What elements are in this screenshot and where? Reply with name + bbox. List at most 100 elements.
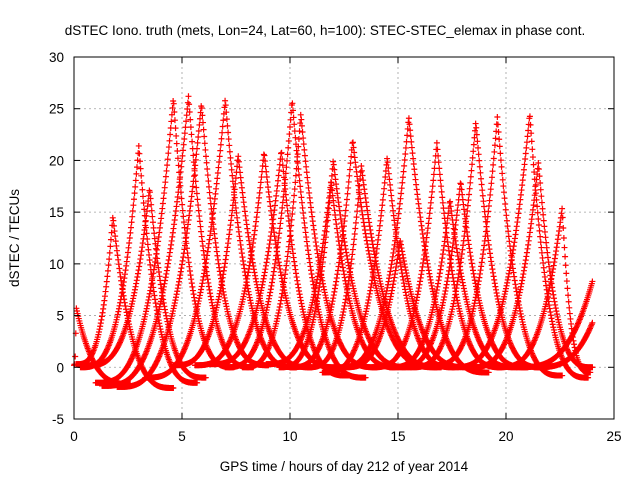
data-point <box>298 122 305 129</box>
data-point <box>151 230 158 237</box>
data-point <box>322 292 329 299</box>
data-point <box>291 258 298 265</box>
data-point <box>271 207 278 214</box>
data-point <box>182 124 189 131</box>
data-point <box>162 173 169 180</box>
data-point <box>174 148 181 155</box>
data-point <box>348 256 355 263</box>
data-point <box>154 242 161 249</box>
data-point <box>227 154 234 161</box>
data-point <box>293 147 300 154</box>
data-point <box>297 188 304 195</box>
data-point <box>178 195 185 202</box>
data-point <box>197 115 203 122</box>
data-point <box>369 237 376 244</box>
data-point <box>204 172 211 179</box>
data-point <box>216 153 223 160</box>
data-point <box>439 199 446 206</box>
data-point <box>225 129 232 136</box>
data-point <box>167 360 174 367</box>
data-point <box>215 296 222 303</box>
data-point <box>284 157 290 164</box>
data-point <box>410 160 417 167</box>
data-point <box>262 262 269 269</box>
data-point <box>164 162 171 169</box>
data-point <box>262 266 269 273</box>
data-point <box>171 117 178 124</box>
data-point <box>148 207 155 214</box>
data-point <box>223 109 230 116</box>
data-point <box>367 230 374 237</box>
data-point <box>361 186 368 193</box>
data-point <box>455 202 461 209</box>
data-point <box>150 224 157 231</box>
data-point <box>274 315 281 322</box>
data-point <box>297 294 304 301</box>
data-point <box>126 234 133 241</box>
data-point <box>223 248 230 255</box>
data-point <box>285 248 292 255</box>
data-point <box>430 177 437 184</box>
data-point <box>151 292 158 299</box>
data-point <box>387 181 394 188</box>
data-point <box>312 239 319 246</box>
data-point <box>435 277 442 284</box>
data-point <box>149 273 156 280</box>
data-point <box>306 194 313 201</box>
data-point <box>200 126 207 133</box>
data-point <box>186 109 193 116</box>
data-point <box>245 233 252 240</box>
data-point <box>299 199 305 206</box>
data-point <box>277 297 284 304</box>
data-point <box>271 202 278 209</box>
data-point <box>219 123 226 130</box>
data-point <box>285 144 292 151</box>
data-point <box>287 124 293 131</box>
data-point <box>146 290 153 297</box>
data-point <box>435 280 442 287</box>
data-point <box>144 241 151 248</box>
data-point <box>155 233 162 240</box>
data-point <box>459 279 466 286</box>
data-point <box>430 171 437 178</box>
data-point <box>217 287 224 294</box>
data-point <box>285 212 292 219</box>
data-point <box>114 252 121 259</box>
data-point <box>439 251 446 258</box>
data-point <box>253 278 260 285</box>
data-point <box>276 167 283 174</box>
data-point <box>240 194 247 201</box>
data-point <box>427 205 434 212</box>
data-point <box>241 203 248 210</box>
data-point <box>273 192 280 199</box>
data-point <box>138 172 145 179</box>
data-point <box>202 146 209 153</box>
data-point <box>279 204 286 211</box>
data-point <box>293 165 300 172</box>
data-point <box>273 187 280 194</box>
data-point <box>231 191 238 198</box>
data-point <box>226 226 233 233</box>
data-point <box>104 273 111 280</box>
data-point <box>257 179 264 186</box>
data-point <box>110 222 117 229</box>
data-point <box>128 355 135 362</box>
data-point <box>114 314 121 321</box>
data-point <box>303 169 310 176</box>
data-point <box>426 210 433 217</box>
data-point <box>360 177 367 184</box>
data-point <box>121 275 128 282</box>
data-point <box>214 301 221 308</box>
data-point <box>219 274 226 281</box>
data-point <box>222 256 229 263</box>
data-point <box>201 341 208 348</box>
data-point <box>278 150 285 157</box>
data-point <box>286 233 293 240</box>
data-point <box>231 186 238 193</box>
data-point <box>291 121 298 128</box>
data-point <box>378 212 385 219</box>
data-point <box>194 379 201 386</box>
data-point <box>173 132 180 139</box>
data-point <box>244 229 251 236</box>
data-point <box>358 167 365 174</box>
